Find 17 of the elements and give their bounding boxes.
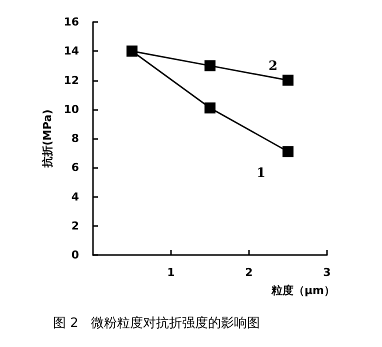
text: 图 2 微粉粒度对抗折强度的影响图 xyxy=(53,315,260,331)
y-tick-label: 6 xyxy=(71,161,80,174)
y-tick-label: 10 xyxy=(64,102,80,116)
x-tick-label: 2 xyxy=(245,266,253,279)
y-tick-label: 8 xyxy=(71,132,79,145)
x-tick-label: 1 xyxy=(167,266,175,279)
y-tick-label: 12 xyxy=(64,74,79,87)
y-tick-label: 4 xyxy=(71,190,80,204)
y-axis-title: 抗折(MPa) xyxy=(40,109,54,169)
y-tick-label: 2 xyxy=(71,219,79,232)
x-axis-title: 粒度（μm） xyxy=(270,284,336,297)
y-tick-label: 16 xyxy=(64,16,80,28)
x-tick-label: 3 xyxy=(323,266,331,279)
y-tick-label: 0 xyxy=(71,248,80,262)
series-label: 2 xyxy=(268,58,278,74)
y-tick-label: 14 xyxy=(64,44,80,58)
series-label: 1 xyxy=(256,166,266,182)
